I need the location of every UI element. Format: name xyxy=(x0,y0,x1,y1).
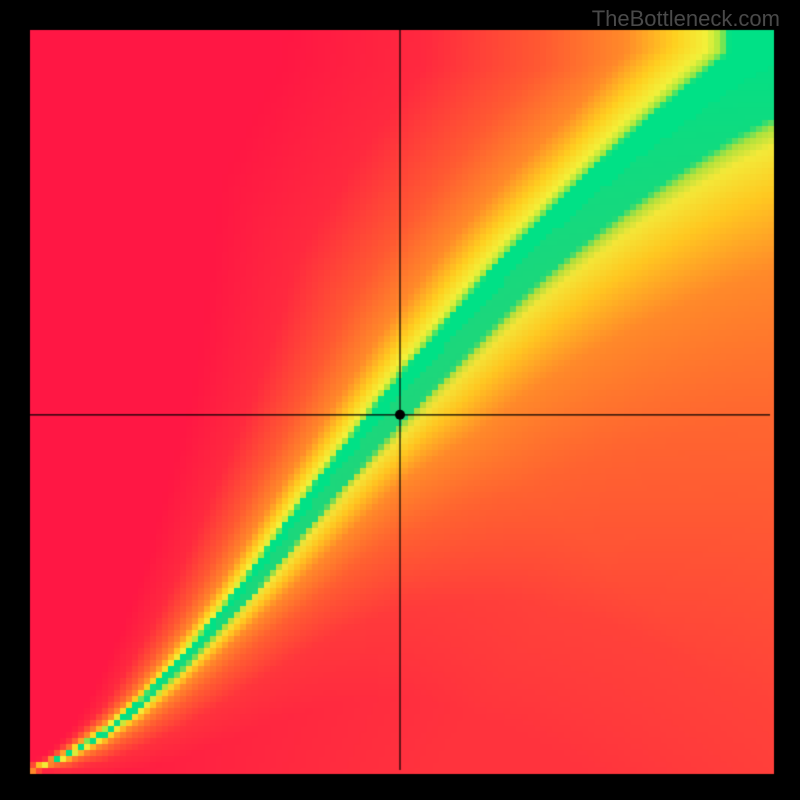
watermark-text: TheBottleneck.com xyxy=(592,6,780,32)
bottleneck-heatmap xyxy=(0,0,800,800)
chart-container: TheBottleneck.com xyxy=(0,0,800,800)
